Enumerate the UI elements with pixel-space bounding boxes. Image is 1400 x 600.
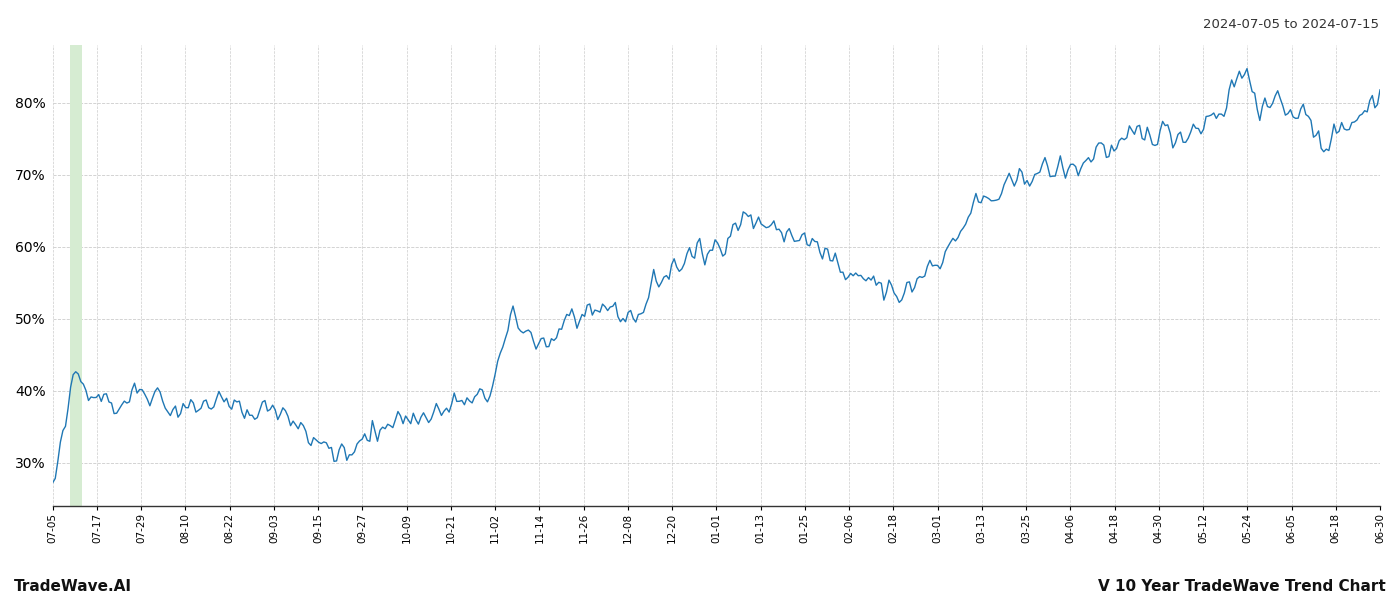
Text: TradeWave.AI: TradeWave.AI [14, 579, 132, 594]
Text: V 10 Year TradeWave Trend Chart: V 10 Year TradeWave Trend Chart [1098, 579, 1386, 594]
Bar [70, 45, 83, 506]
Text: 2024-07-05 to 2024-07-15: 2024-07-05 to 2024-07-15 [1203, 18, 1379, 31]
